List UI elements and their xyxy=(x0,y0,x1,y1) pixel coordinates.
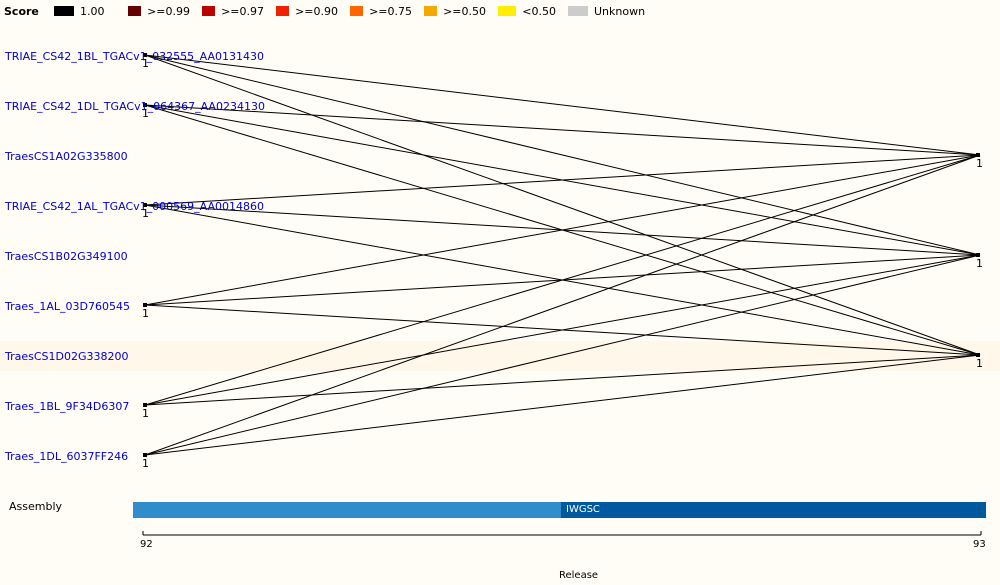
legend-item-4: >=0.90 xyxy=(276,5,338,18)
release-end-label: 93 xyxy=(973,539,986,550)
legend-swatch xyxy=(424,6,438,16)
legend-swatch xyxy=(54,6,74,16)
legend-swatch xyxy=(128,6,142,16)
gene-link[interactable]: Traes_1BL_9F34D6307 xyxy=(5,400,130,413)
gene-link[interactable]: TRIAE_CS42_1AL_TGACv1_000569_AA0014860 xyxy=(5,200,264,213)
legend-item-5: >=0.75 xyxy=(350,5,412,18)
assembly-name: IWGSC xyxy=(566,504,600,515)
homology-line xyxy=(144,54,981,256)
legend-item-7: <0.50 xyxy=(498,5,556,18)
release-axis-title: Release xyxy=(559,570,599,581)
left-node-label: 1 xyxy=(142,107,149,120)
assembly-bar-iwgsc[interactable]: IWGSC xyxy=(561,502,986,518)
gene-link[interactable]: TraesCS1D02G338200 xyxy=(5,350,129,363)
legend-swatch xyxy=(568,6,588,16)
gene-link[interactable]: Traes_1AL_03D760545 xyxy=(5,300,130,313)
homology-line xyxy=(144,354,981,406)
legend-swatch xyxy=(350,6,364,16)
homology-line xyxy=(144,254,981,406)
left-node-label: 1 xyxy=(142,207,149,220)
left-node-marker xyxy=(143,103,147,107)
gene-link[interactable]: Traes_1DL_6037FF246 xyxy=(5,450,129,463)
right-node-label: 1 xyxy=(976,357,983,370)
legend-item-1: 1.00 xyxy=(54,5,116,18)
homology-line xyxy=(144,54,981,356)
legend-swatch xyxy=(276,6,290,16)
right-node-label: 1 xyxy=(976,257,983,270)
right-node-marker xyxy=(976,153,980,157)
left-node-marker xyxy=(143,303,147,307)
homology-line xyxy=(144,154,981,456)
legend-item-2: >=0.99 xyxy=(128,5,190,18)
right-node-marker xyxy=(976,353,980,357)
left-node-label: 1 xyxy=(142,407,149,420)
left-node-label: 1 xyxy=(142,57,149,70)
score-legend: Score 1.00 >=0.99 >=0.97 >=0.90 >=0.75 >… xyxy=(4,4,657,18)
homology-line xyxy=(144,54,981,156)
homology-line xyxy=(144,154,981,306)
homology-line xyxy=(144,154,981,406)
legend-swatch xyxy=(498,6,517,16)
legend-title: Score xyxy=(4,4,39,18)
homology-line xyxy=(144,254,981,456)
assembly-bar-previous[interactable] xyxy=(133,502,561,518)
gene-link[interactable]: TRIAE_CS42_1BL_TGACv1_032555_AA0131430 xyxy=(5,50,265,63)
legend-swatch xyxy=(202,6,216,16)
release-start-label: 92 xyxy=(140,539,153,550)
assembly-label: Assembly xyxy=(9,500,63,513)
legend-item-3: >=0.97 xyxy=(202,5,264,18)
right-node-marker xyxy=(976,253,980,257)
homology-line xyxy=(144,354,981,456)
gene-link[interactable]: TraesCS1B02G349100 xyxy=(5,250,128,263)
left-node-marker xyxy=(143,53,147,57)
left-node-marker xyxy=(143,453,147,457)
left-node-label: 1 xyxy=(142,307,149,320)
left-node-label: 1 xyxy=(142,457,149,470)
legend-item-6: >=0.50 xyxy=(424,5,486,18)
homology-line xyxy=(144,104,981,156)
gene-link[interactable]: TRIAE_CS42_1DL_TGACv1_064367_AA0234130 xyxy=(5,100,265,113)
right-node-label: 1 xyxy=(976,157,983,170)
left-node-marker xyxy=(143,403,147,407)
left-node-marker xyxy=(143,203,147,207)
legend-item-8: Unknown xyxy=(568,5,645,18)
gene-link[interactable]: TraesCS1A02G335800 xyxy=(5,150,128,163)
homology-line xyxy=(144,154,981,206)
